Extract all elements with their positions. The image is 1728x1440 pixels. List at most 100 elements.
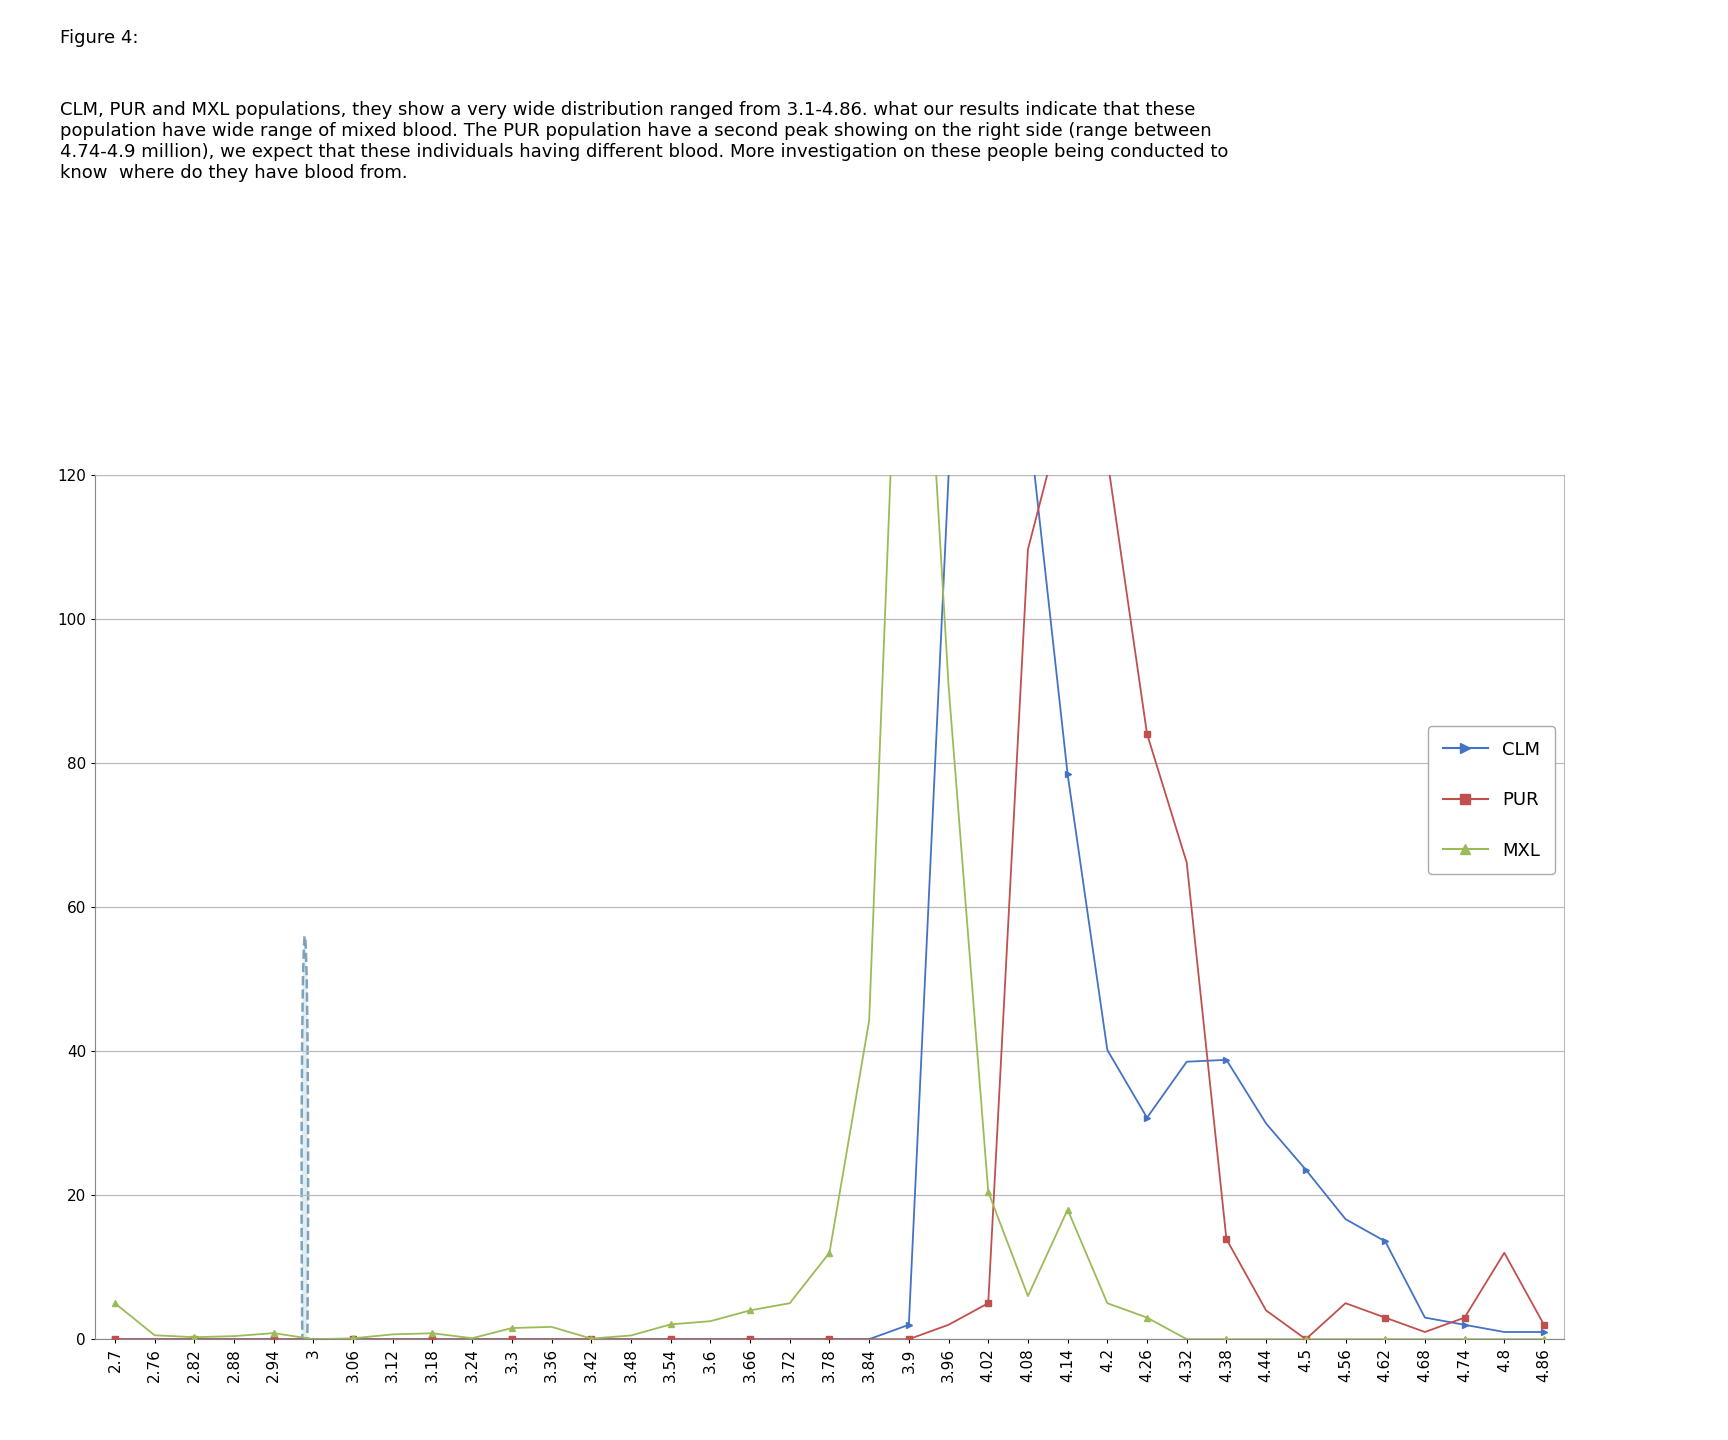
PUR — [1495, 1244, 1515, 1261]
MXL — [1058, 1201, 1078, 1218]
MXL — [978, 1184, 999, 1201]
CLM — [302, 1331, 323, 1348]
PUR — [263, 1331, 283, 1348]
MXL — [461, 1329, 482, 1346]
CLM — [938, 468, 959, 485]
MXL — [1137, 1309, 1158, 1326]
CLM — [1455, 1316, 1476, 1333]
CLM — [461, 1331, 482, 1348]
CLM — [104, 1331, 124, 1348]
Line: PUR: PUR — [112, 393, 1547, 1342]
MXL — [1217, 1331, 1237, 1348]
CLM — [1256, 1115, 1277, 1132]
PUR — [779, 1331, 800, 1348]
Line: CLM: CLM — [112, 271, 1547, 1342]
PUR — [422, 1331, 442, 1348]
PUR — [660, 1331, 681, 1348]
PUR — [819, 1331, 840, 1348]
MXL — [740, 1302, 760, 1319]
CLM — [183, 1331, 204, 1348]
CLM — [1177, 1053, 1198, 1070]
MXL — [620, 1326, 641, 1344]
CLM — [700, 1331, 721, 1348]
PUR — [1217, 1231, 1237, 1248]
MXL — [1534, 1331, 1555, 1348]
CLM — [1375, 1233, 1396, 1250]
MXL — [263, 1325, 283, 1342]
CLM — [422, 1331, 442, 1348]
MXL — [342, 1329, 363, 1346]
PUR — [302, 1331, 323, 1348]
MXL — [660, 1316, 681, 1333]
PUR — [104, 1331, 124, 1348]
CLM — [660, 1331, 681, 1348]
CLM — [143, 1331, 164, 1348]
MXL — [1415, 1331, 1436, 1348]
CLM — [819, 1331, 840, 1348]
Line: MXL: MXL — [112, 4, 1547, 1342]
MXL — [819, 1244, 840, 1261]
CLM — [779, 1331, 800, 1348]
CLM — [1018, 405, 1039, 422]
PUR — [1018, 541, 1039, 559]
PUR — [938, 1316, 959, 1333]
MXL — [541, 1318, 562, 1335]
PUR — [620, 1331, 641, 1348]
CLM — [620, 1331, 641, 1348]
PUR — [978, 1295, 999, 1312]
PUR — [899, 1331, 919, 1348]
CLM — [1296, 1161, 1317, 1178]
CLM — [263, 1331, 283, 1348]
MXL — [104, 1295, 124, 1312]
CLM — [859, 1331, 880, 1348]
Text: CLM, PUR and MXL populations, they show a very wide distribution ranged from 3.1: CLM, PUR and MXL populations, they show … — [60, 101, 1229, 181]
PUR — [700, 1331, 721, 1348]
MXL — [859, 1012, 880, 1030]
MXL — [1256, 1331, 1277, 1348]
MXL — [1495, 1331, 1515, 1348]
Ellipse shape — [302, 936, 308, 1426]
MXL — [143, 1326, 164, 1344]
CLM — [581, 1331, 601, 1348]
PUR — [143, 1331, 164, 1348]
PUR — [183, 1331, 204, 1348]
MXL — [382, 1326, 403, 1344]
CLM — [978, 265, 999, 282]
PUR — [581, 1331, 601, 1348]
PUR — [1534, 1316, 1555, 1333]
PUR — [1137, 726, 1158, 743]
CLM — [1058, 766, 1078, 783]
MXL — [223, 1328, 244, 1345]
CLM — [382, 1331, 403, 1348]
CLM — [1336, 1211, 1356, 1228]
CLM — [1137, 1109, 1158, 1126]
CLM — [223, 1331, 244, 1348]
MXL — [779, 1295, 800, 1312]
PUR — [223, 1331, 244, 1348]
MXL — [302, 1331, 323, 1348]
MXL — [1455, 1331, 1476, 1348]
MXL — [422, 1325, 442, 1342]
PUR — [1296, 1331, 1317, 1348]
MXL — [1296, 1331, 1317, 1348]
MXL — [1018, 1287, 1039, 1305]
PUR — [342, 1331, 363, 1348]
CLM — [1217, 1051, 1237, 1068]
MXL — [1177, 1331, 1198, 1348]
PUR — [1058, 387, 1078, 405]
PUR — [1415, 1323, 1436, 1341]
PUR — [1455, 1309, 1476, 1326]
PUR — [859, 1331, 880, 1348]
CLM — [1534, 1323, 1555, 1341]
Text: Figure 4:: Figure 4: — [60, 29, 138, 46]
MXL — [581, 1331, 601, 1348]
CLM — [342, 1331, 363, 1348]
MXL — [1336, 1331, 1356, 1348]
MXL — [700, 1312, 721, 1329]
CLM — [541, 1331, 562, 1348]
PUR — [1177, 854, 1198, 871]
MXL — [938, 677, 959, 694]
PUR — [1336, 1295, 1356, 1312]
CLM — [1415, 1309, 1436, 1326]
MXL — [183, 1329, 204, 1346]
